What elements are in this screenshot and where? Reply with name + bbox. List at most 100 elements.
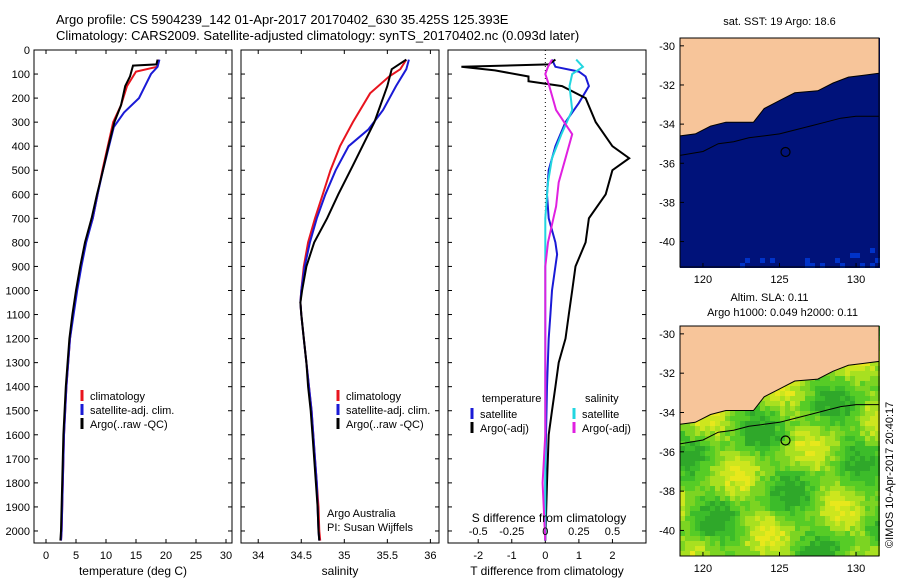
- map-cell: [760, 526, 765, 531]
- map-cell: [810, 193, 815, 198]
- map-cell: [735, 426, 740, 431]
- map-cell: [730, 238, 735, 243]
- map-cell: [790, 446, 795, 451]
- map-cell: [805, 506, 810, 511]
- map-cell: [805, 123, 810, 128]
- map-cell: [760, 263, 765, 268]
- map-cell: [715, 456, 720, 461]
- map-cell: [710, 511, 715, 516]
- map-cell: [865, 228, 870, 233]
- map-cell: [820, 441, 825, 446]
- map-cell: [795, 138, 800, 143]
- map-cell: [695, 148, 700, 153]
- map-cell: [710, 178, 715, 183]
- map-cell: [785, 178, 790, 183]
- legend-label: climatology: [90, 391, 146, 403]
- map-cell: [800, 461, 805, 466]
- map-cell: [705, 143, 710, 148]
- map-cell: [740, 173, 745, 178]
- map-cell: [855, 213, 860, 218]
- map-cell: [845, 228, 850, 233]
- map-cell: [745, 228, 750, 233]
- map-cell: [750, 536, 755, 541]
- map-cell: [700, 158, 705, 163]
- map-cell: [710, 218, 715, 223]
- map-cell: [860, 243, 865, 248]
- map-cell: [780, 248, 785, 253]
- map-cell: [845, 471, 850, 476]
- map-cell: [720, 203, 725, 208]
- map-cell: [875, 521, 880, 526]
- map-cell: [780, 461, 785, 466]
- map-cell: [800, 198, 805, 203]
- map-cell: [875, 258, 880, 263]
- map-cell: [805, 391, 810, 396]
- map-cell: [870, 123, 875, 128]
- map-cell: [860, 381, 865, 386]
- map-cell: [780, 506, 785, 511]
- map-cell: [695, 243, 700, 248]
- map-cell: [825, 128, 830, 133]
- map-cell: [830, 426, 835, 431]
- map-cell: [720, 208, 725, 213]
- map-cell: [820, 93, 825, 98]
- map-cell: [805, 138, 810, 143]
- s-tick-label: 0: [542, 526, 548, 538]
- map-cell: [725, 491, 730, 496]
- map-cell: [720, 516, 725, 521]
- map-cell: [845, 88, 850, 93]
- map-cell: [860, 466, 865, 471]
- map-cell: [835, 248, 840, 253]
- map-cell: [875, 381, 880, 386]
- map-cell: [845, 208, 850, 213]
- map-cell: [720, 506, 725, 511]
- map-cell: [820, 536, 825, 541]
- map-cell: [805, 421, 810, 426]
- y-tick-label: 0: [24, 45, 30, 57]
- map-cell: [775, 436, 780, 441]
- map-cell: [685, 526, 690, 531]
- map-cell: [855, 123, 860, 128]
- map-cell: [760, 406, 765, 411]
- map-cell: [685, 168, 690, 173]
- map-cell: [875, 391, 880, 396]
- map-cell: [820, 376, 825, 381]
- map-cell: [770, 426, 775, 431]
- map-cell: [875, 123, 880, 128]
- map-cell: [805, 258, 810, 263]
- map-cell: [745, 516, 750, 521]
- map-cell: [875, 416, 880, 421]
- map-cell: [810, 218, 815, 223]
- map-cell: [835, 178, 840, 183]
- map-cell: [860, 218, 865, 223]
- map-cell: [765, 113, 770, 118]
- map-cell: [770, 203, 775, 208]
- map-cell: [680, 551, 685, 556]
- map-cell: [865, 431, 870, 436]
- map-cell: [700, 148, 705, 153]
- map-cell: [765, 496, 770, 501]
- map-cell: [775, 103, 780, 108]
- map-cell: [760, 521, 765, 526]
- map-cell: [780, 173, 785, 178]
- map-cell: [830, 113, 835, 118]
- map-cell: [825, 511, 830, 516]
- map-cell: [830, 238, 835, 243]
- map-cell: [750, 168, 755, 173]
- map-cell: [695, 436, 700, 441]
- map-cell: [700, 511, 705, 516]
- map-cell: [805, 536, 810, 541]
- map-cell: [865, 213, 870, 218]
- map-cell: [860, 223, 865, 228]
- map-cell: [730, 501, 735, 506]
- legend-label: satellite-adj. clim.: [90, 405, 174, 417]
- map-cell: [870, 521, 875, 526]
- map-cell: [795, 108, 800, 113]
- map-cell: [815, 123, 820, 128]
- map-cell: [845, 531, 850, 536]
- map-cell: [700, 506, 705, 511]
- map-cell: [750, 213, 755, 218]
- map-cell: [770, 461, 775, 466]
- map-cell: [810, 93, 815, 98]
- map-cell: [860, 113, 865, 118]
